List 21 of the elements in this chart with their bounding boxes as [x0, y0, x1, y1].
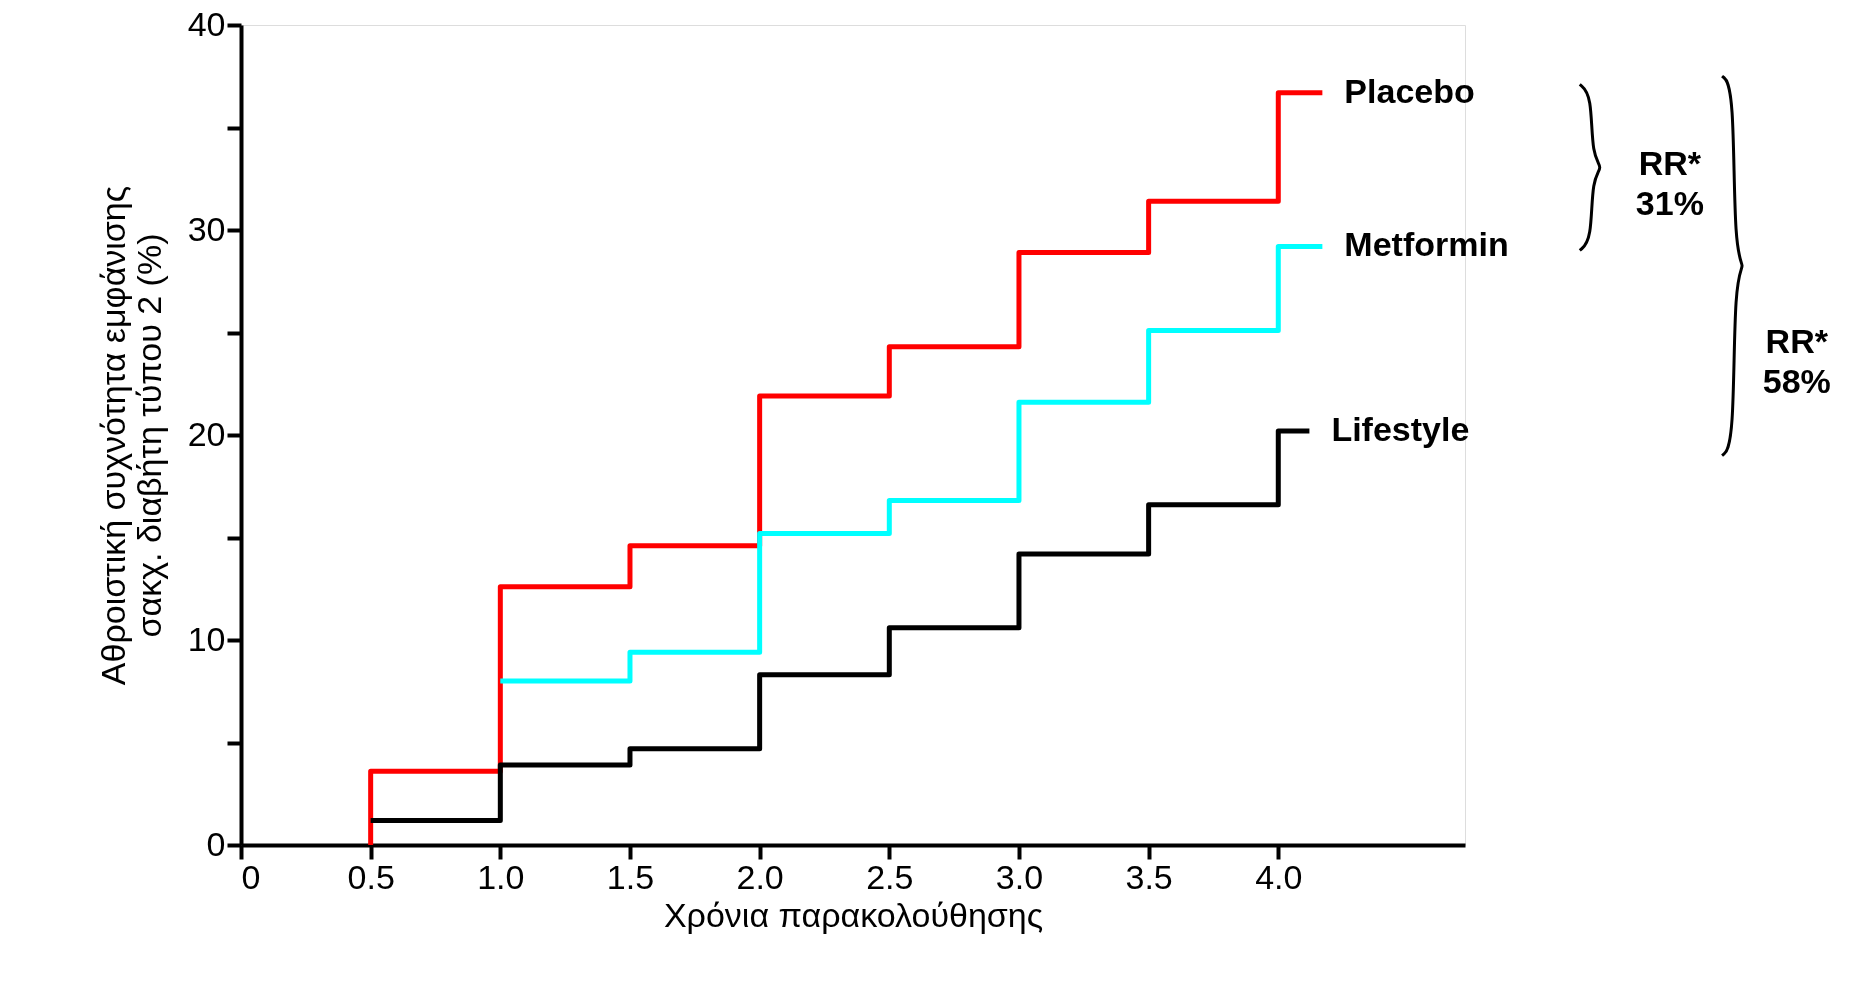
series-label: Metformin: [1344, 225, 1509, 264]
series-label: Lifestyle: [1331, 409, 1470, 448]
x-tick-label: 2.0: [736, 857, 784, 896]
y-tick-label: 30: [187, 209, 226, 248]
x-tick-label: 3.0: [995, 857, 1044, 896]
x-tick-label: 4.0: [1255, 857, 1303, 896]
x-axis-title: Χρόνια παρακολούθησης: [663, 895, 1044, 934]
x-tick-label: 2.5: [866, 857, 914, 896]
y-tick-label: 20: [187, 414, 226, 453]
y-axis-title: Αθροιστική συχνότητα εμφάνισης σακχ. διαβήτη τύπου 2 (%): [93, 185, 168, 686]
x-tick-label: 1.0: [477, 857, 525, 896]
text: RR* 58%: [1762, 321, 1831, 400]
y-tick-label: 0: [206, 824, 226, 863]
x-tick-label: 3.5: [1125, 857, 1173, 896]
y-tick-label: 40: [187, 4, 226, 43]
x-tick-label: 1.5: [606, 857, 655, 896]
y-tick-label: 10: [187, 619, 226, 658]
text: RR* 31%: [1635, 144, 1704, 223]
series-label: Placebo: [1344, 71, 1475, 110]
x-tick-label: 0.5: [347, 857, 395, 896]
x-tick-label: 0: [241, 857, 261, 896]
